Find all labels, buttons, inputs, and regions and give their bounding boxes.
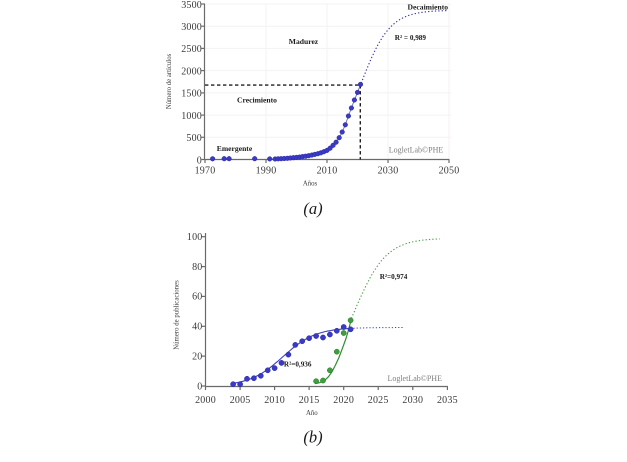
svg-text:Crecimiento: Crecimiento <box>237 95 277 104</box>
svg-text:2010: 2010 <box>317 166 338 177</box>
svg-text:2030: 2030 <box>402 395 423 406</box>
svg-text:1500: 1500 <box>181 89 202 100</box>
svg-text:Decaimiento: Decaimiento <box>408 2 449 11</box>
svg-text:2025: 2025 <box>368 395 389 406</box>
svg-text:R²=0,936: R²=0,936 <box>284 361 312 369</box>
svg-text:1990: 1990 <box>256 166 277 177</box>
svg-text:2000: 2000 <box>195 395 216 406</box>
svg-text:2500: 2500 <box>181 44 202 55</box>
svg-text:500: 500 <box>186 133 202 144</box>
svg-text:2020: 2020 <box>333 395 354 406</box>
svg-text:1000: 1000 <box>181 111 202 122</box>
svg-text:LogletLab©PHE: LogletLab©PHE <box>389 146 444 155</box>
svg-text:2010: 2010 <box>264 395 285 406</box>
svg-text:R²=0,974: R²=0,974 <box>380 273 408 281</box>
svg-text:Años: Años <box>303 181 318 188</box>
svg-text:40: 40 <box>192 322 202 333</box>
svg-text:LogletLab©PHE: LogletLab©PHE <box>387 374 442 383</box>
svg-text:Año: Año <box>306 410 318 417</box>
svg-text:Número de publicaciones: Número de publicaciones <box>174 280 181 350</box>
svg-text:80: 80 <box>192 262 202 273</box>
svg-text:Número de artículos: Número de artículos <box>166 53 173 109</box>
svg-text:20: 20 <box>192 351 202 362</box>
svg-text:2000: 2000 <box>181 66 202 77</box>
svg-text:0: 0 <box>197 155 202 166</box>
svg-text:3500: 3500 <box>181 0 202 11</box>
svg-text:1970: 1970 <box>195 166 216 177</box>
svg-text:(b): (b) <box>303 428 322 447</box>
svg-text:60: 60 <box>192 292 202 303</box>
svg-text:0: 0 <box>197 381 202 392</box>
svg-text:100: 100 <box>187 232 203 243</box>
svg-text:2005: 2005 <box>230 395 251 406</box>
svg-text:Madurez: Madurez <box>289 37 319 46</box>
svg-text:Emergente: Emergente <box>217 144 253 153</box>
svg-text:2030: 2030 <box>378 166 399 177</box>
svg-text:2035: 2035 <box>437 395 458 406</box>
svg-text:3000: 3000 <box>181 22 202 33</box>
svg-text:R² = 0,989: R² = 0,989 <box>395 34 427 42</box>
svg-text:(a): (a) <box>303 199 322 218</box>
svg-text:2015: 2015 <box>299 395 320 406</box>
svg-text:2050: 2050 <box>439 166 460 177</box>
